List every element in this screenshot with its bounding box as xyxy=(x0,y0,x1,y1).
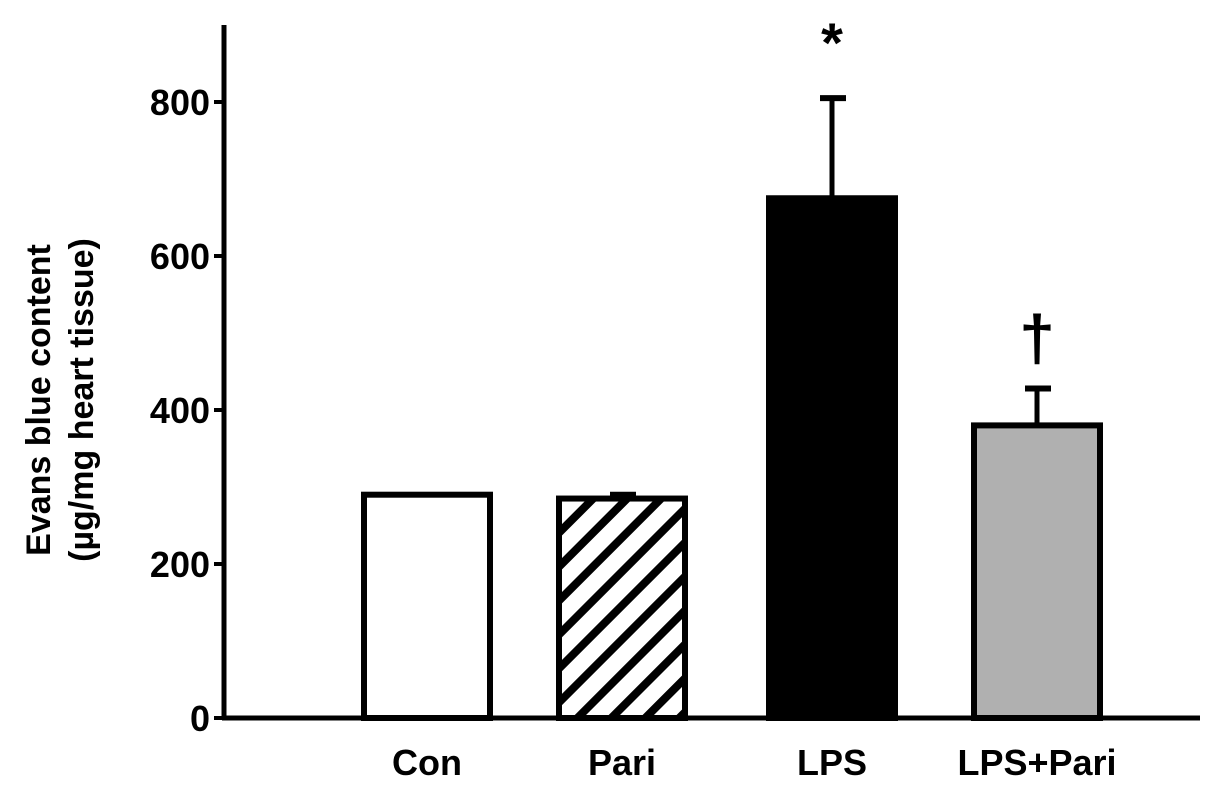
x-tick-label: LPS+Pari xyxy=(957,742,1116,783)
y-tick-label: 200 xyxy=(150,544,210,585)
y-axis-label-line-2: (µg/mg heart tissue) xyxy=(63,238,101,562)
significance-marker: † xyxy=(1019,302,1055,374)
significance-marker: * xyxy=(821,11,843,74)
bar-pari xyxy=(556,495,688,721)
y-tick-label: 800 xyxy=(150,82,210,123)
y-tick-label: 400 xyxy=(150,390,210,431)
y-tick-label: 600 xyxy=(150,236,210,277)
x-tick-label: Con xyxy=(392,742,462,783)
bar-lps xyxy=(766,195,898,721)
y-axis-label: Evans blue content (µg/mg heart tissue) xyxy=(20,238,101,562)
bar-con xyxy=(361,491,493,722)
y-tick-label: 0 xyxy=(190,698,210,739)
x-tick-label: LPS xyxy=(797,742,867,783)
y-axis-label-line-1: Evans blue content xyxy=(20,244,58,556)
x-tick-label: Pari xyxy=(588,742,656,783)
bar-lps-pari xyxy=(971,422,1103,721)
